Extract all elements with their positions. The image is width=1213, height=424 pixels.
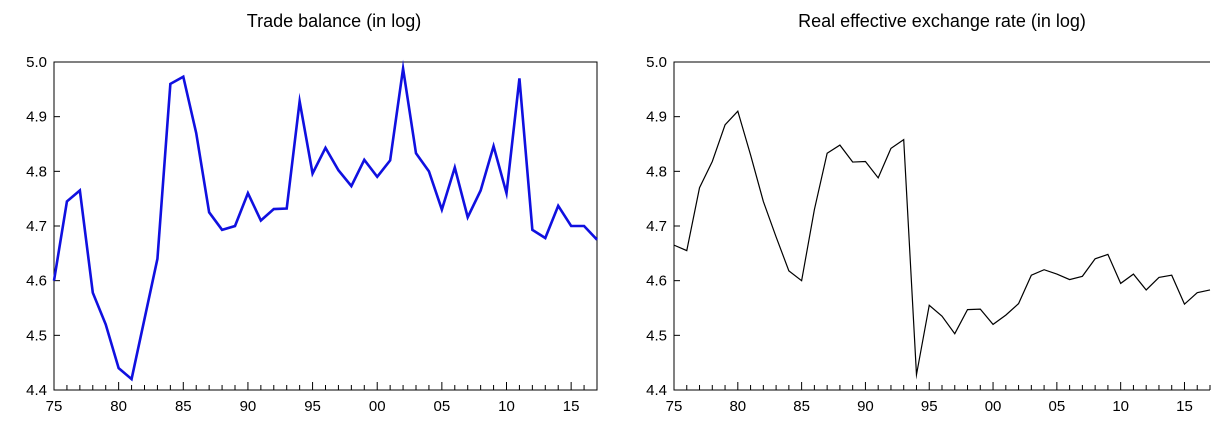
trade-balance-y-tick-label: 4.8 bbox=[26, 163, 47, 180]
reer-x-tick-label: 90 bbox=[857, 398, 874, 415]
trade-balance-x-tick-label: 15 bbox=[563, 398, 580, 415]
trade-balance-chart-title: Trade balance (in log) bbox=[247, 11, 421, 31]
reer-plot-frame bbox=[673, 61, 1210, 391]
trade-balance-x-tick-label: 90 bbox=[240, 398, 257, 415]
trade-balance-y-tick-label: 4.6 bbox=[26, 273, 47, 290]
reer-x-tick-label: 15 bbox=[1176, 398, 1193, 415]
reer-chart-title: Real effective exchange rate (in log) bbox=[798, 11, 1086, 31]
reer-x-tick-label: 85 bbox=[793, 398, 810, 415]
reer-series-line bbox=[673, 110, 1211, 380]
trade-balance-x-tick-label: 75 bbox=[46, 398, 63, 415]
trade-balance-x-tick-label: 95 bbox=[304, 398, 321, 415]
reer-y-tick-label: 4.6 bbox=[646, 273, 667, 290]
reer-x-tick-label: 10 bbox=[1112, 398, 1129, 415]
reer-y-tick-label: 5.0 bbox=[646, 54, 667, 71]
trade-balance-y-tick-label: 4.9 bbox=[26, 109, 47, 126]
trade-balance-x-tick-label: 85 bbox=[175, 398, 192, 415]
reer-y-tick-label: 4.8 bbox=[646, 163, 667, 180]
trade-balance-chart: Trade balance (in log) 4.4 4.5 4.6 4.7 4.8 4.… bbox=[26, 11, 598, 415]
trade-balance-y-tick-label: 4.4 bbox=[26, 382, 47, 399]
trade-balance-x-tick-label: 05 bbox=[434, 398, 451, 415]
reer-y-tick-label: 4.5 bbox=[646, 327, 667, 344]
reer-y-tick-label: 4.7 bbox=[646, 218, 667, 235]
reer-x-tick-label: 95 bbox=[921, 398, 938, 415]
reer-x-tick-label: 00 bbox=[985, 398, 1002, 415]
reer-x-tick-label: 05 bbox=[1049, 398, 1066, 415]
trade-balance-y-tick-label: 4.5 bbox=[26, 327, 47, 344]
trade-balance-x-tick-label: 80 bbox=[110, 398, 127, 415]
trade-balance-y-tick-label: 4.7 bbox=[26, 218, 47, 235]
trade-balance-x-tick-label: 00 bbox=[369, 398, 386, 415]
trade-balance-series-line bbox=[52, 59, 598, 382]
reer-y-tick-label: 4.9 bbox=[646, 109, 667, 126]
real-effective-exchange-rate-chart: Real effective exchange rate (in log) 4.… bbox=[646, 11, 1211, 415]
reer-x-tick-label: 80 bbox=[729, 398, 746, 415]
trade-balance-x-tick-label: 10 bbox=[498, 398, 515, 415]
reer-y-tick-label: 4.4 bbox=[646, 382, 667, 399]
trade-balance-y-tick-label: 5.0 bbox=[26, 54, 47, 71]
reer-x-tick-label: 75 bbox=[666, 398, 683, 415]
